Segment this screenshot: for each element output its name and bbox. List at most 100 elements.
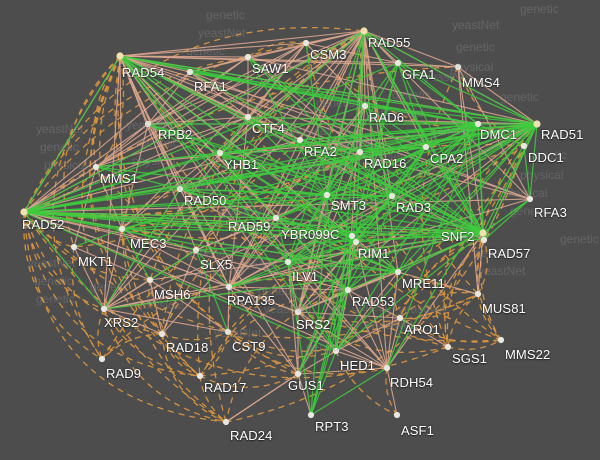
- node-mms22[interactable]: [497, 336, 505, 344]
- edge-genetic: [335, 350, 398, 416]
- node-rad3[interactable]: [388, 192, 396, 200]
- node-rad9[interactable]: [98, 355, 106, 363]
- node-ctf4[interactable]: [244, 113, 252, 121]
- edge-coexpression: [247, 56, 484, 234]
- edge-coexpression: [359, 146, 427, 153]
- edge-coexpression: [326, 30, 365, 196]
- node-rad17[interactable]: [196, 372, 204, 380]
- edge-physical: [179, 188, 349, 291]
- node-rad50[interactable]: [176, 185, 184, 193]
- node-rdh54[interactable]: [383, 364, 391, 372]
- node-msh6[interactable]: [146, 276, 154, 284]
- edge-coexpression: [121, 228, 151, 281]
- node-ybr099c[interactable]: [348, 232, 356, 240]
- node-rfa1[interactable]: [186, 68, 194, 76]
- edge-coexpression: [359, 151, 393, 197]
- edge-genetic: [393, 271, 401, 319]
- edge-coexpression: [425, 123, 479, 148]
- edge-coexpression: [119, 55, 221, 154]
- node-mus81[interactable]: [474, 290, 482, 298]
- node-ddc1[interactable]: [520, 142, 528, 150]
- edge-coexpression: [397, 123, 479, 273]
- edge-coexpression: [310, 367, 388, 416]
- node-rad53[interactable]: [344, 286, 352, 294]
- edge-physical: [119, 55, 123, 230]
- node-mms1[interactable]: [92, 163, 100, 171]
- edge-physical: [386, 232, 484, 369]
- node-mec3[interactable]: [118, 225, 126, 233]
- edge-physical: [347, 289, 401, 319]
- node-csm3[interactable]: [302, 39, 310, 47]
- edge-coexpression: [147, 123, 484, 234]
- node-cst9[interactable]: [224, 328, 232, 336]
- edge-coexpression: [397, 62, 538, 125]
- edge-coexpression: [189, 71, 366, 107]
- node-rad52[interactable]: [20, 208, 28, 216]
- node-mms4[interactable]: [454, 63, 462, 71]
- edge-physical: [287, 261, 299, 375]
- node-yhb1[interactable]: [216, 149, 224, 157]
- node-rad24[interactable]: [222, 418, 230, 426]
- node-rad59[interactable]: [272, 214, 280, 222]
- edge-physical: [23, 211, 197, 251]
- node-rad57[interactable]: [480, 236, 488, 244]
- edge-coexpression: [425, 123, 538, 148]
- node-dmc1[interactable]: [474, 120, 482, 128]
- edge-genetic: [71, 246, 103, 360]
- node-smt3[interactable]: [323, 191, 331, 199]
- edge-physical: [119, 42, 307, 57]
- edge-physical: [297, 194, 328, 313]
- node-xrs2[interactable]: [100, 305, 108, 313]
- node-rpa135[interactable]: [225, 283, 233, 291]
- edge-coexpression: [228, 261, 289, 288]
- edge-physical: [363, 30, 388, 369]
- node-mre11[interactable]: [394, 268, 402, 276]
- node-gus1[interactable]: [294, 370, 302, 378]
- node-group[interactable]: [20, 27, 541, 426]
- edge-genetic: [161, 30, 365, 335]
- node-hed1[interactable]: [332, 347, 340, 355]
- edge-physical: [149, 279, 229, 333]
- node-rfa3[interactable]: [526, 195, 534, 203]
- node-asf1[interactable]: [393, 411, 401, 419]
- edge-physical: [386, 271, 399, 369]
- node-srs2[interactable]: [294, 308, 302, 316]
- edge-genetic: [161, 151, 361, 335]
- edge-genetic: [101, 333, 163, 360]
- node-rpt3[interactable]: [307, 411, 315, 419]
- node-rfa2[interactable]: [296, 136, 304, 144]
- node-snf2[interactable]: [479, 229, 487, 237]
- node-rad16[interactable]: [356, 148, 364, 156]
- edge-physical: [147, 123, 230, 288]
- node-saw1[interactable]: [244, 53, 252, 61]
- edge-genetic: [23, 55, 125, 213]
- node-mkt1[interactable]: [70, 243, 78, 251]
- node-sgs1[interactable]: [444, 343, 452, 351]
- node-rad55[interactable]: [360, 27, 368, 35]
- edge-genetic: [477, 123, 538, 295]
- edge-coexpression: [326, 194, 337, 352]
- node-aro1[interactable]: [396, 314, 404, 322]
- node-rad54[interactable]: [116, 52, 124, 60]
- node-cpa2[interactable]: [422, 143, 430, 151]
- edge-coexpression: [275, 217, 289, 263]
- node-rad51[interactable]: [533, 120, 541, 128]
- node-gfa1[interactable]: [394, 59, 402, 67]
- node-slx5[interactable]: [192, 246, 200, 254]
- node-rim1[interactable]: [352, 238, 360, 246]
- edge-coexpression: [310, 235, 353, 416]
- edge-genetic: [476, 232, 502, 341]
- node-ilv1[interactable]: [284, 258, 292, 266]
- node-rad6[interactable]: [361, 102, 369, 110]
- edge-coexpression: [23, 55, 121, 213]
- edge-physical: [103, 228, 123, 310]
- edge-physical: [23, 116, 249, 213]
- node-rpb2[interactable]: [144, 120, 152, 128]
- edge-coexpression: [483, 123, 538, 241]
- node-rad18[interactable]: [158, 330, 166, 338]
- edge-coexpression: [335, 123, 479, 352]
- edge-coexpression: [23, 211, 399, 273]
- edge-physical: [228, 195, 393, 288]
